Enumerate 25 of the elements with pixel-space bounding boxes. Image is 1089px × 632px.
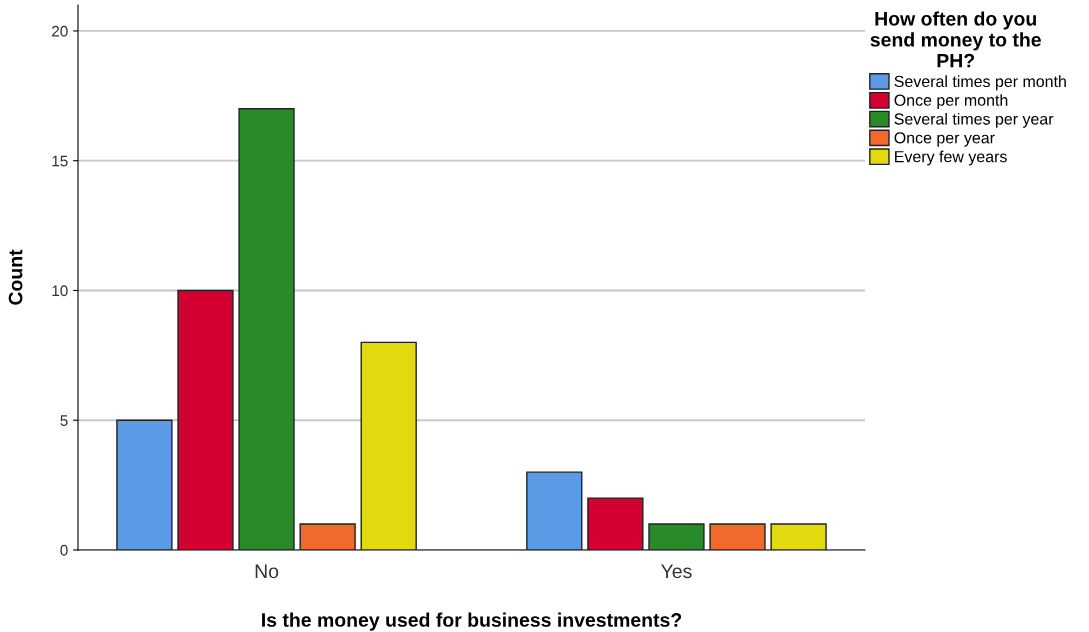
bar [648,523,705,550]
bar [116,419,173,550]
bar [238,108,295,550]
x-tick-label: Yes [661,564,692,579]
bar [587,497,644,550]
legend-title: How often do you send money to the PH? [870,11,1041,68]
bar [177,289,234,550]
bar [299,523,356,550]
legend-label: Once per year [894,132,995,147]
y-axis-title: Count [8,249,23,305]
y-tick-label: 10 [52,285,68,297]
y-tick-label: 5 [60,415,68,426]
bar [526,471,583,550]
bar [360,341,417,550]
legend-label: Several times per month [894,75,1066,91]
x-tick-label: No [255,564,279,579]
x-axis-title: Is the money used for business investments? [262,612,682,631]
bar [709,523,766,550]
y-tick-label: 20 [52,25,68,37]
y-tick-label: 0 [60,544,68,556]
legend-label: Every few years [895,150,1007,166]
y-tick-label: 15 [52,155,68,167]
bar [770,523,827,550]
legend-label: Several times per year [894,112,1054,128]
legend-label: Once per month [894,94,1008,110]
